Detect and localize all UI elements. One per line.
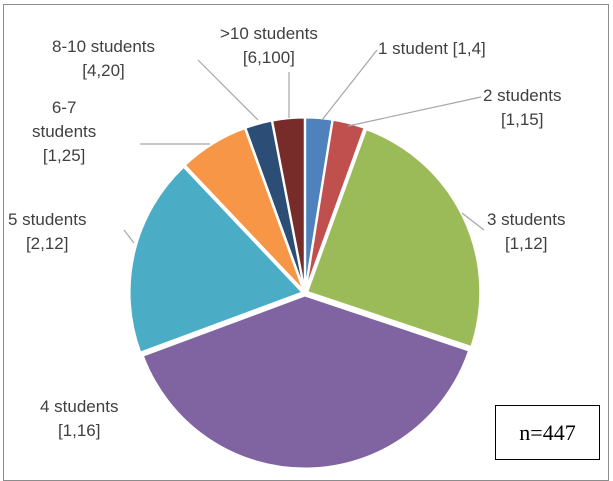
slice-label-line: [1,15] [500, 110, 544, 129]
slice-label-line: 1 student [1,4] [378, 39, 486, 58]
slice-label-6: 6-7 students [1,25] [32, 96, 96, 168]
slice-label-line: [6,100] [242, 48, 295, 67]
slice-label-line: 5 students [8, 210, 87, 229]
pie-slice-4 [141, 294, 471, 470]
slice-label-line: [1,16] [57, 421, 101, 440]
slice-label-8: >10 students [6,100] [220, 22, 318, 70]
slice-label-line: [1,25] [42, 146, 86, 165]
slice-label-line: 4 students [40, 397, 119, 416]
slice-label-3: 3 students [1,12] [487, 208, 565, 256]
leader-line-3 [461, 212, 485, 231]
pie-slice-8 [271, 116, 306, 291]
slice-label-line: 8-10 students [52, 37, 156, 56]
leader-line-2 [347, 96, 482, 127]
pie-slice-3 [305, 127, 482, 349]
slice-label-line: [2,12] [25, 234, 69, 253]
slice-label-line: 3 students [487, 210, 566, 229]
slice-label-line: 6-7 [51, 98, 77, 117]
slice-label-7: 8-10 students [4,20] [52, 35, 155, 83]
pie-slice-5 [128, 165, 305, 354]
slice-label-line: >10 students [220, 24, 318, 43]
sample-size-box: n=447 [495, 405, 600, 460]
slice-label-line: 2 students [483, 86, 562, 105]
slice-label-line: [1,12] [504, 234, 548, 253]
pie-slice-2 [304, 118, 366, 291]
slice-label-1: 1 student [1,4] [378, 37, 486, 61]
leader-line-7 [197, 59, 259, 121]
slice-label-line: students [32, 122, 97, 141]
leader-line-1 [321, 49, 378, 121]
slice-label-4: 4 students [1,16] [40, 395, 118, 443]
slice-label-5: 5 students [2,12] [8, 208, 86, 256]
leader-line-5 [123, 229, 135, 244]
slice-label-line: [4,20] [82, 61, 125, 80]
sample-size-text: n=447 [519, 419, 576, 445]
slice-label-2: 2 students [1,15] [483, 84, 561, 132]
